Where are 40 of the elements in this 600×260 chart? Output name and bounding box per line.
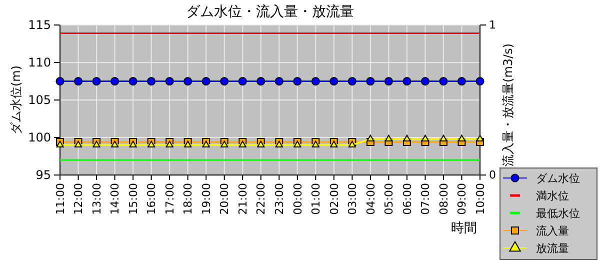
y-tick-label: 105 xyxy=(28,92,51,107)
x-tick-label: 08:00 xyxy=(437,183,450,215)
x-tick-label: 07:00 xyxy=(419,183,432,215)
x-tick-label: 23:00 xyxy=(272,183,286,215)
x-tick-label: 17:00 xyxy=(163,183,176,215)
legend-label: ダム水位 xyxy=(536,172,580,185)
x-tick-label: 21:00 xyxy=(236,183,250,215)
x-tick-label: 03:00 xyxy=(346,183,360,215)
y2-tick-label: 1 xyxy=(489,18,496,32)
x-tick-label: 20:00 xyxy=(218,183,232,215)
x-tick-label: 09:00 xyxy=(456,183,469,215)
legend-label: 最低水位 xyxy=(536,207,580,220)
x-tick-label: 18:00 xyxy=(182,183,195,215)
x-tick-label: 04:00 xyxy=(364,183,378,215)
x-tick-label: 01:00 xyxy=(310,183,322,215)
x-tick-label: 22:00 xyxy=(254,183,268,215)
x-tick-label: 06:00 xyxy=(400,183,414,215)
y-tick-label: 100 xyxy=(28,130,51,144)
y2-axis-title: 流入量・放流量(m3/s) xyxy=(501,44,515,166)
x-tick-label: 14:00 xyxy=(108,183,122,215)
x-tick-label: 10:00 xyxy=(474,183,487,215)
x-tick-label: 05:00 xyxy=(382,183,396,215)
legend-label: 流入量 xyxy=(536,224,569,238)
x-tick-label: 00:00 xyxy=(291,183,304,215)
x-tick-label: 19:00 xyxy=(200,183,213,215)
legend-label: 放流量 xyxy=(536,242,569,255)
x-tick-label: 02:00 xyxy=(328,183,341,215)
y-tick-label: 115 xyxy=(28,18,51,32)
y2-tick-label: 0 xyxy=(489,168,496,182)
x-tick-label: 12:00 xyxy=(72,183,86,215)
y-tick-label: 110 xyxy=(28,55,51,70)
x-tick-label: 13:00 xyxy=(90,183,104,215)
y-axis-title: ダム水位(m) xyxy=(9,65,23,135)
x-tick-label: 11:00 xyxy=(54,183,67,215)
legend-label: 満水位 xyxy=(536,190,569,202)
chart-title: ダム水位・流入量・放流量 xyxy=(186,4,354,20)
x-tick-label: 15:00 xyxy=(126,183,140,215)
x-tick-label: 16:00 xyxy=(145,183,158,215)
x-axis-title: 時間 xyxy=(451,221,477,236)
y-tick-label: 95 xyxy=(36,168,51,182)
